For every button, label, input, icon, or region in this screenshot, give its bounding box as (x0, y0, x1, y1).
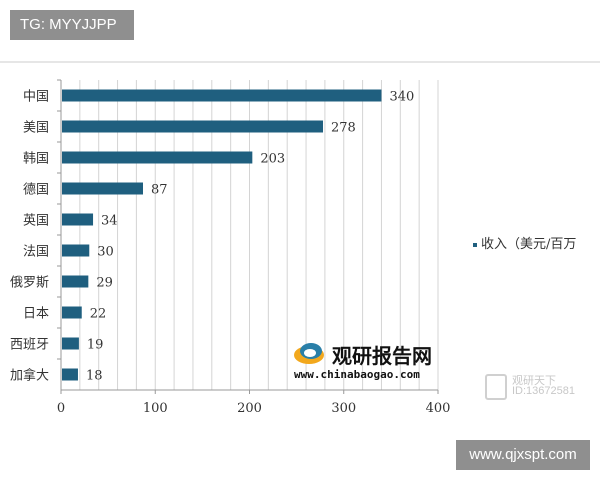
category-label: 加拿大 (10, 368, 49, 384)
legend: 收入（美元/百万 (473, 233, 576, 252)
channel-tag: TG: MYYJJPP (10, 10, 134, 40)
data-label: 340 (389, 90, 414, 105)
data-label: 29 (96, 276, 113, 291)
category-label: 德国 (23, 183, 49, 198)
category-label: 中国 (23, 90, 49, 105)
category-label: 美国 (23, 121, 49, 136)
data-label: 203 (260, 152, 285, 167)
watermark-icon (485, 374, 507, 400)
bar (62, 306, 82, 319)
data-label: 278 (331, 121, 356, 136)
category-label: 韩国 (23, 152, 49, 167)
bar (62, 244, 90, 257)
x-tick-label: 0 (57, 401, 65, 416)
x-tick-label: 200 (237, 401, 262, 416)
data-label: 18 (86, 369, 103, 384)
category-label: 日本 (23, 307, 49, 322)
data-label: 34 (101, 214, 118, 229)
bar (62, 337, 79, 350)
category-label: 英国 (23, 214, 49, 229)
category-label: 俄罗斯 (10, 276, 49, 291)
watermark-line1: 观研天下 (512, 375, 556, 387)
watermark-brand: 观研报告网 (332, 344, 432, 368)
legend-label: 收入（美元/百万 (481, 237, 577, 252)
bar (62, 120, 324, 133)
data-label: 87 (151, 183, 168, 198)
bar (62, 368, 78, 381)
legend-swatch (473, 242, 477, 247)
category-label: 西班牙 (10, 338, 49, 353)
x-tick-label: 400 (426, 401, 451, 416)
bar (62, 213, 94, 226)
swirl-logo-icon (294, 343, 324, 364)
data-label: 30 (97, 245, 114, 260)
divider (0, 61, 600, 63)
site-label: www.qjxspt.com (456, 440, 590, 470)
bar (62, 182, 143, 195)
data-label: 19 (87, 338, 104, 353)
bar (62, 151, 253, 164)
bar (62, 275, 89, 288)
x-tick-label: 300 (331, 401, 356, 416)
category-label: 法国 (23, 245, 49, 260)
watermark-line2: ID:13672581 (512, 385, 575, 397)
watermark-url: www.chinabaogao.com (294, 368, 420, 381)
x-tick-label: 100 (143, 401, 168, 416)
bar (62, 89, 382, 102)
data-label: 22 (90, 307, 107, 322)
